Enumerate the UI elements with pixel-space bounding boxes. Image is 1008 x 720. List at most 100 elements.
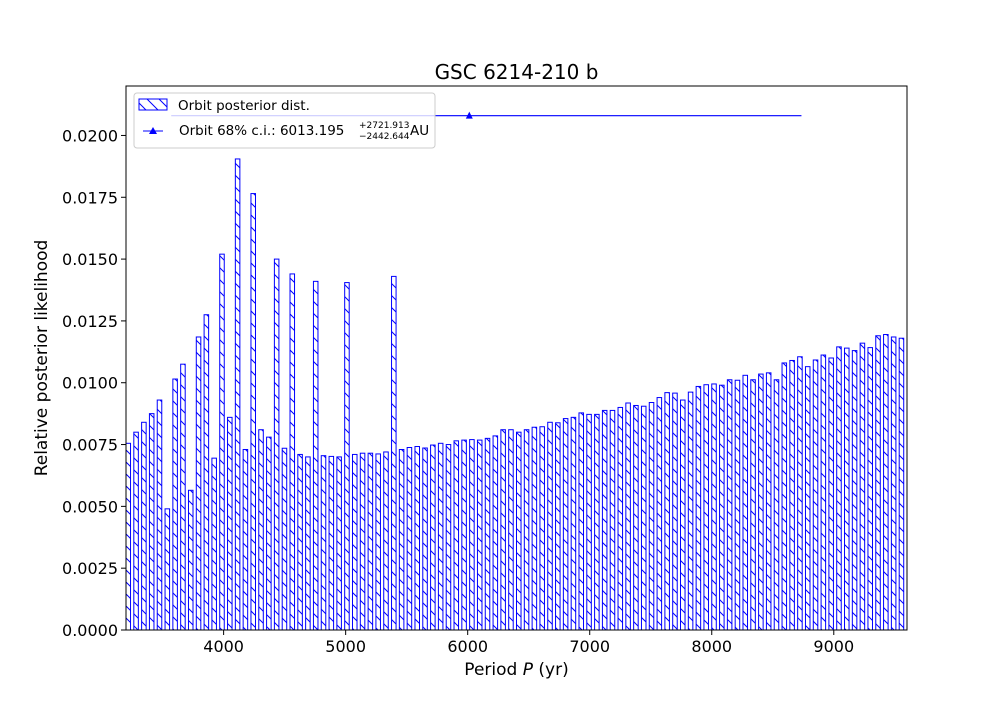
histogram-bar bbox=[695, 385, 702, 630]
ci-marker bbox=[465, 111, 473, 119]
histogram-bar bbox=[289, 273, 296, 630]
histogram-bar bbox=[820, 354, 827, 630]
histogram-bar bbox=[383, 451, 389, 630]
histogram-bars bbox=[126, 158, 905, 630]
histogram-bar bbox=[601, 409, 608, 630]
plot-frame bbox=[125, 85, 908, 631]
histogram-bar bbox=[789, 359, 795, 630]
histogram-bar bbox=[320, 455, 327, 630]
histogram-bar bbox=[726, 379, 733, 630]
x-tick-label: 6000 bbox=[447, 637, 488, 656]
x-tick-label: 4000 bbox=[203, 637, 244, 656]
histogram-bar bbox=[414, 446, 421, 630]
histogram-bar bbox=[890, 336, 897, 630]
histogram-bar bbox=[297, 453, 303, 630]
histogram-bar bbox=[133, 431, 139, 630]
histogram-bar bbox=[242, 448, 249, 630]
histogram-bar bbox=[141, 421, 147, 630]
histogram-bar bbox=[719, 384, 725, 630]
histogram-bar bbox=[562, 418, 569, 630]
histogram-bar bbox=[836, 346, 842, 630]
x-axis-ticks: 4000 5000 6000 7000 8000 9000 bbox=[203, 630, 854, 656]
x-tick-label: 5000 bbox=[325, 637, 366, 656]
histogram-bar bbox=[148, 413, 155, 630]
histogram-bar bbox=[437, 442, 444, 630]
histogram-bar bbox=[398, 448, 405, 630]
histogram-bar bbox=[875, 335, 881, 630]
histogram-bar bbox=[617, 406, 624, 630]
histogram-bar bbox=[203, 314, 210, 630]
histogram-bar bbox=[453, 440, 460, 630]
histogram-bar bbox=[180, 363, 186, 630]
y-tick-label: 0.0150 bbox=[62, 250, 118, 269]
histogram-bar bbox=[164, 508, 171, 630]
histogram-bar bbox=[828, 357, 834, 630]
y-tick-label: 0.0025 bbox=[62, 559, 118, 578]
histogram-bar bbox=[570, 416, 577, 630]
histogram-bar bbox=[375, 453, 381, 630]
histogram-bar bbox=[305, 456, 311, 630]
x-tick-label: 7000 bbox=[569, 637, 610, 656]
histogram-bar bbox=[469, 439, 475, 630]
histogram-bar bbox=[328, 455, 335, 630]
histogram-bar bbox=[336, 456, 342, 630]
histogram-bar bbox=[258, 429, 264, 630]
y-tick-label: 0.0100 bbox=[62, 374, 118, 393]
x-axis-label-prefix: Period bbox=[464, 660, 522, 680]
histogram-bar bbox=[851, 350, 858, 630]
histogram-bar bbox=[578, 412, 585, 630]
y-tick-label: 0.0075 bbox=[62, 436, 118, 455]
legend-ci-label: Orbit 68% c.i.: 6013.195 bbox=[179, 123, 344, 139]
y-axis-ticks: 0.0000 0.0025 0.0050 0.0075 0.0100 0.0125 0.01… bbox=[62, 126, 126, 640]
histogram-bar bbox=[281, 447, 288, 630]
y-tick-label: 0.0050 bbox=[62, 497, 118, 516]
histogram-bar bbox=[508, 429, 514, 630]
legend-ci-sub: −2442.644 bbox=[359, 132, 410, 142]
histogram-bar bbox=[273, 258, 280, 630]
y-axis-label: Relative posterior likelihood bbox=[32, 240, 52, 477]
histogram-bar bbox=[211, 457, 217, 630]
histogram-bar bbox=[773, 379, 780, 630]
histogram-bar bbox=[750, 379, 756, 630]
legend-ci-unit: AU bbox=[410, 123, 429, 139]
histogram-bar bbox=[898, 337, 905, 630]
histogram-bar bbox=[344, 282, 350, 630]
histogram-bar bbox=[422, 447, 428, 630]
histogram-bar bbox=[640, 405, 647, 630]
histogram-bar bbox=[461, 439, 467, 630]
x-axis-label: Period P (yr) bbox=[464, 660, 568, 680]
histogram-bar bbox=[430, 444, 436, 630]
histogram-bar bbox=[687, 391, 694, 630]
legend-box bbox=[133, 92, 436, 149]
histogram-bar bbox=[703, 384, 709, 630]
histogram-bar bbox=[781, 362, 788, 630]
histogram-bar bbox=[351, 453, 358, 630]
histogram-bar bbox=[734, 379, 741, 630]
x-tick-label: 9000 bbox=[813, 637, 854, 656]
legend-ci-marker bbox=[143, 127, 163, 134]
histogram-bar bbox=[765, 372, 772, 630]
y-tick-label: 0.0000 bbox=[62, 621, 118, 640]
histogram-bar bbox=[484, 437, 491, 630]
histogram-bar bbox=[156, 399, 163, 630]
histogram-bar bbox=[804, 366, 811, 630]
histogram-bar bbox=[531, 426, 538, 630]
legend-ci-sup: +2721.913 bbox=[359, 121, 409, 131]
histogram-bar bbox=[648, 402, 655, 630]
histogram-bar bbox=[883, 334, 889, 630]
histogram-bar bbox=[250, 193, 256, 630]
histogram-bar bbox=[500, 429, 506, 630]
histogram-bar bbox=[172, 378, 178, 630]
histogram-bar bbox=[625, 402, 631, 630]
histogram-bar bbox=[219, 253, 225, 630]
histogram-bar bbox=[609, 409, 616, 630]
histogram-bar bbox=[227, 416, 233, 630]
histogram-bar bbox=[187, 489, 194, 630]
y-tick-label: 0.0125 bbox=[62, 312, 118, 331]
histogram-bar bbox=[758, 373, 764, 630]
histogram-bar bbox=[555, 422, 561, 630]
histogram-bar bbox=[672, 392, 678, 630]
histogram-bar bbox=[492, 435, 499, 630]
histogram-bar bbox=[844, 347, 850, 630]
